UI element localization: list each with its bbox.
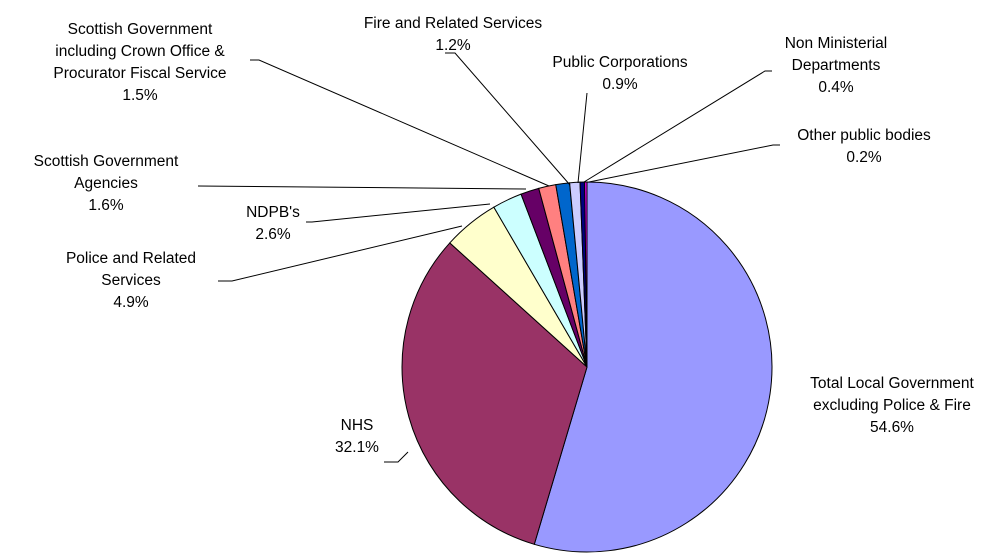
slice-name-line: Other public bodies (797, 127, 931, 144)
pie-slice-0 (533, 181, 773, 553)
slice-value-label: 4.9% (113, 294, 149, 311)
slice-name-line: Public Corporations (552, 54, 688, 71)
slice-label-3: NDPB's 2.6% (246, 204, 300, 243)
slice-label-7: Public Corporations 0.9% (552, 54, 688, 93)
pie-slices (401, 181, 773, 553)
slice-name-line: including Crown Office & (55, 43, 225, 60)
slice-labels: Total Local Government excluding Police &… (34, 15, 975, 456)
leader-line-1 (384, 451, 409, 463)
slice-name-line: Total Local Government (810, 375, 974, 392)
slice-value-label: 32.1% (335, 439, 379, 456)
slice-label-9: Other public bodies 0.2% (797, 127, 931, 166)
slice-name-line: Scottish Government (68, 21, 213, 38)
slice-name-line: NHS (341, 417, 374, 434)
leader-line-6 (445, 52, 571, 186)
slice-name-line: Procurator Fiscal Service (53, 65, 226, 82)
slice-name-line: Services (101, 272, 161, 289)
slice-name-line: NDPB's (246, 204, 300, 221)
slice-name-line: Agencies (74, 175, 138, 192)
leader-line-9 (588, 144, 780, 183)
slice-label-8: Non Ministerial Departments 0.4% (785, 35, 888, 96)
slice-label-5: Scottish Government including Crown Offic… (53, 21, 226, 104)
slice-value-label: 1.2% (435, 37, 471, 54)
slice-label-6: Fire and Related Services 1.2% (364, 15, 543, 54)
slice-name-line: Scottish Government (34, 153, 179, 170)
leader-line-7 (577, 92, 588, 184)
slice-value-label: 1.6% (88, 197, 124, 214)
slice-value-label: 0.9% (602, 76, 638, 93)
slice-label-0: Total Local Government excluding Police &… (810, 375, 974, 436)
leader-line-3 (306, 203, 491, 223)
slice-label-1: NHS 32.1% (335, 417, 379, 456)
leader-line-2 (218, 225, 463, 282)
slice-value-label: 0.4% (818, 79, 854, 96)
leader-lines (197, 52, 780, 463)
leader-line-4 (197, 185, 527, 190)
leader-line-5 (250, 59, 550, 187)
leader-line-8 (583, 70, 772, 183)
slice-value-label: 1.5% (122, 87, 158, 104)
slice-label-4: Scottish Government Agencies 1.6% (34, 153, 179, 214)
slice-name-line: Fire and Related Services (364, 15, 543, 32)
pie-slice-1 (401, 242, 588, 545)
slice-label-2: Police and Related Services 4.9% (66, 250, 196, 311)
slice-value-label: 54.6% (870, 419, 914, 436)
slice-value-label: 2.6% (255, 226, 291, 243)
slice-name-line: Police and Related (66, 250, 196, 267)
slice-name-line: Departments (792, 57, 881, 74)
slice-name-line: Non Ministerial (785, 35, 888, 52)
slice-name-line: excluding Police & Fire (813, 397, 971, 414)
slice-value-label: 0.2% (846, 149, 882, 166)
